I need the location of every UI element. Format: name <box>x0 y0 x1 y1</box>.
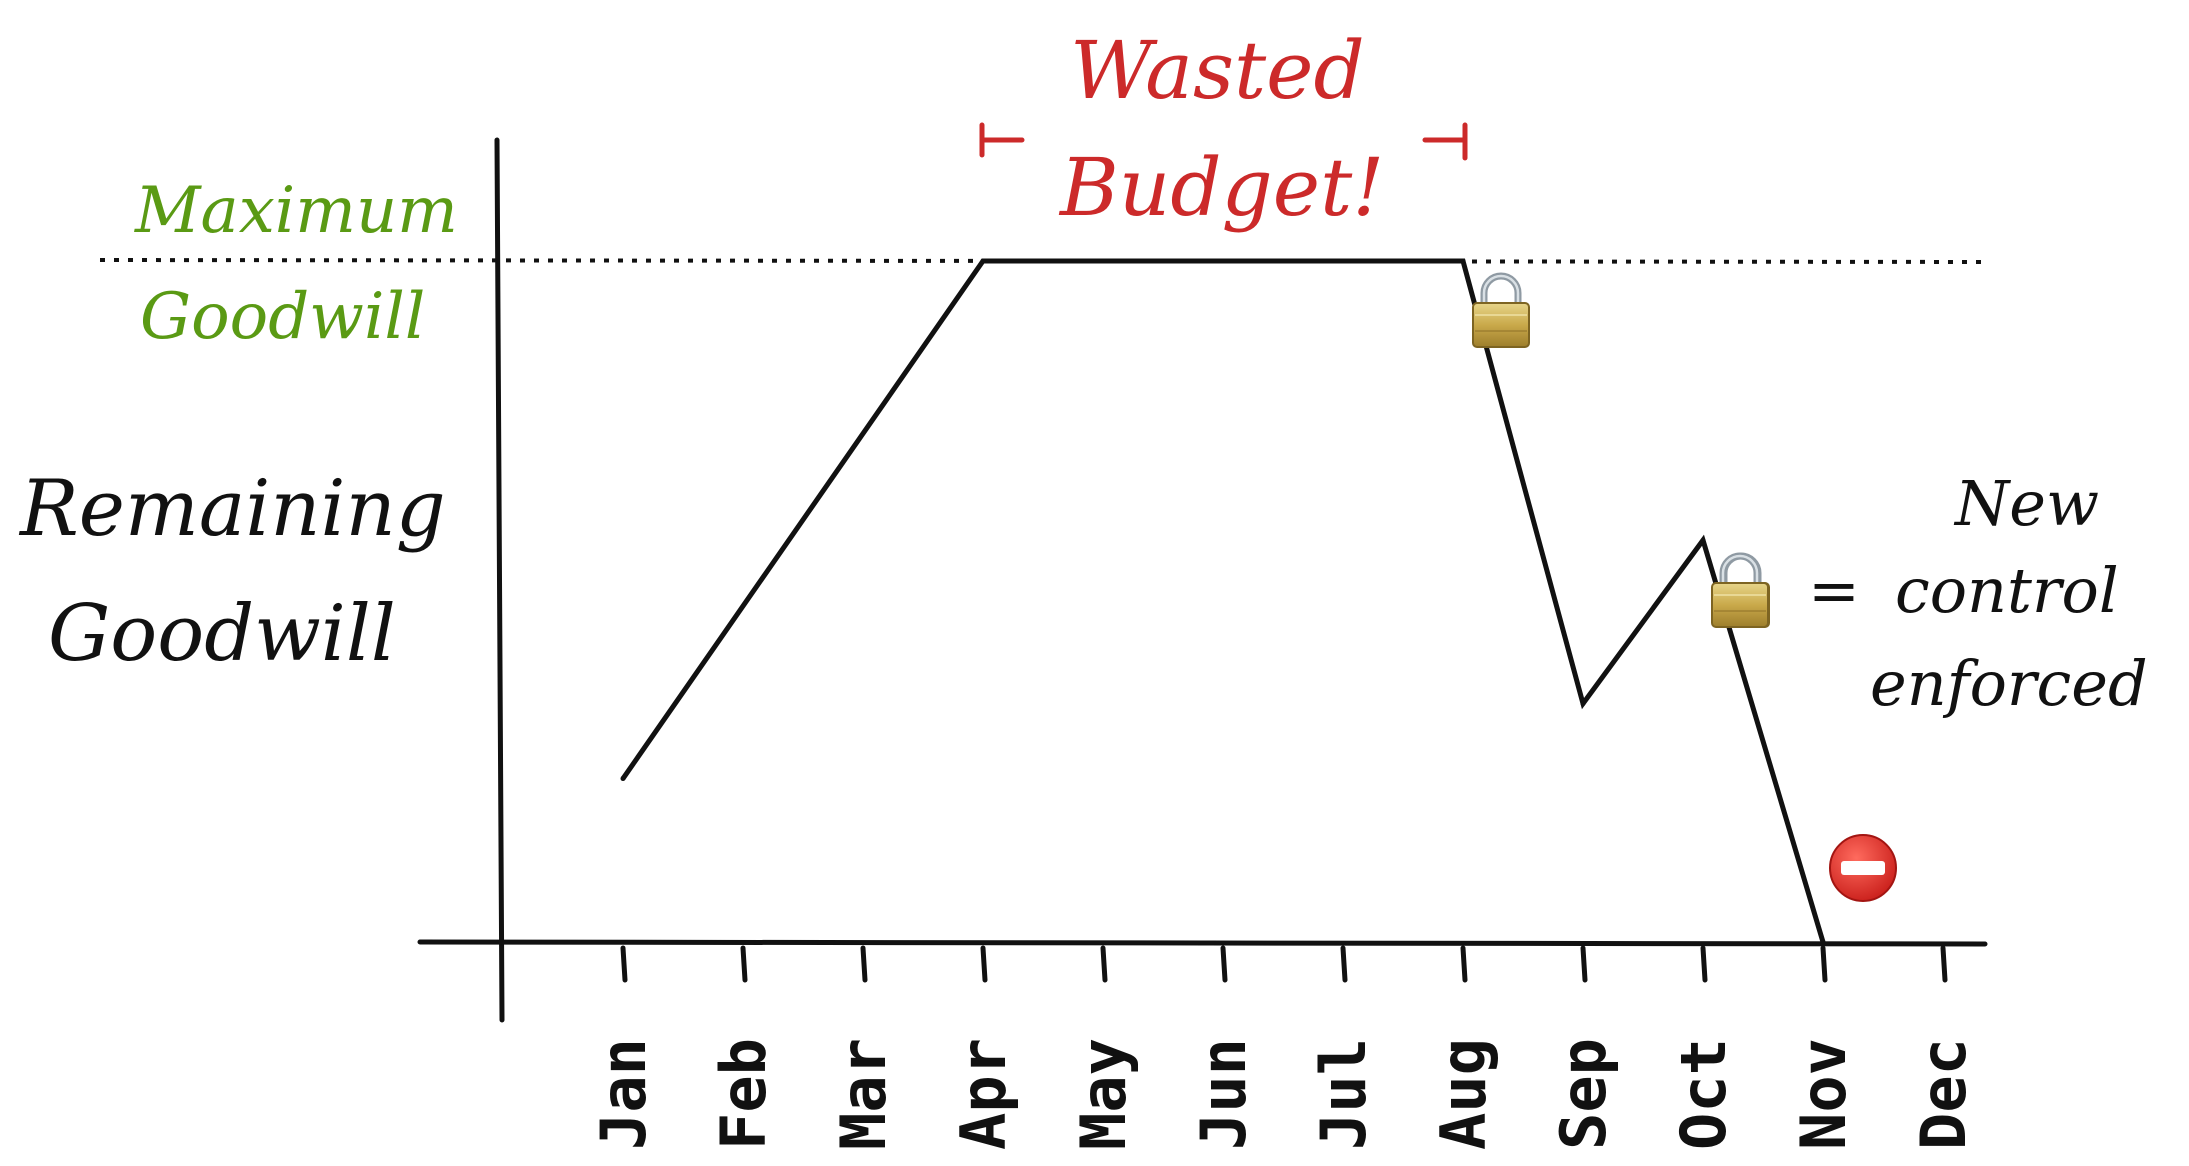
x-tick-label-jan: Jan <box>587 1038 660 1150</box>
x-tick-label-aug: Aug <box>1427 1038 1500 1150</box>
x-tick-dec <box>1940 945 1948 983</box>
maximum-label-line1: Maximum <box>134 174 458 248</box>
lock-icon-aug <box>1472 272 1530 348</box>
legend-note-equals: = <box>1808 554 1860 627</box>
data-point-nov-5 <box>1820 939 1826 945</box>
y-axis-label-line2: Goodwill <box>48 589 396 679</box>
goodwill-series-line <box>620 258 1826 943</box>
no-entry-icon <box>1829 834 1897 902</box>
x-tick-sep <box>1580 945 1588 983</box>
y-axis <box>494 137 505 1023</box>
x-tick-label-feb: Feb <box>707 1038 780 1150</box>
x-tick-label-oct: Oct <box>1667 1038 1740 1150</box>
x-tick-jun <box>1220 945 1228 983</box>
x-tick-label-dec: Dec <box>1907 1038 1980 1150</box>
data-point-aug-2 <box>1460 258 1466 264</box>
data-point-sep-3 <box>1580 701 1586 707</box>
wasted-budget-label-line2: Budget! <box>1058 141 1384 234</box>
x-axis <box>417 939 1988 947</box>
wasted-budget-label-line1: Wasted <box>1070 24 1365 117</box>
x-tick-label-may: May <box>1067 1038 1140 1150</box>
x-tick-label-sep: Sep <box>1547 1038 1620 1150</box>
x-tick-aug <box>1460 945 1468 983</box>
data-point-oct-4 <box>1700 537 1706 543</box>
data-point-jan-0 <box>620 776 626 782</box>
x-tick-label-apr: Apr <box>947 1038 1020 1150</box>
x-tick-label-jun: Jun <box>1187 1038 1260 1150</box>
x-tick-apr <box>980 945 988 983</box>
wasted-budget-bracket-left <box>979 122 1025 158</box>
legend-note-line1: New <box>1953 467 2099 540</box>
legend-note-line2: control <box>1895 554 2119 627</box>
x-tick-jul <box>1340 945 1348 983</box>
data-point-apr-1 <box>980 258 986 264</box>
y-axis-label-line1: Remaining <box>18 464 446 554</box>
x-tick-label-nov: Nov <box>1787 1038 1860 1150</box>
x-tick-label-mar: Mar <box>827 1038 900 1150</box>
legend-note-line3: enforced <box>1870 647 2148 720</box>
x-tick-mar <box>860 945 868 983</box>
x-tick-jan <box>620 945 628 983</box>
lock-icon-legend <box>1711 552 1769 628</box>
x-tick-nov <box>1820 945 1828 983</box>
x-tick-label-jul: Jul <box>1307 1038 1380 1150</box>
x-tick-feb <box>740 945 748 983</box>
x-tick-oct <box>1700 945 1708 983</box>
maximum-label-line2: Goodwill <box>140 280 425 354</box>
x-tick-may <box>1100 945 1108 983</box>
wasted-budget-bracket-right <box>1422 122 1468 161</box>
